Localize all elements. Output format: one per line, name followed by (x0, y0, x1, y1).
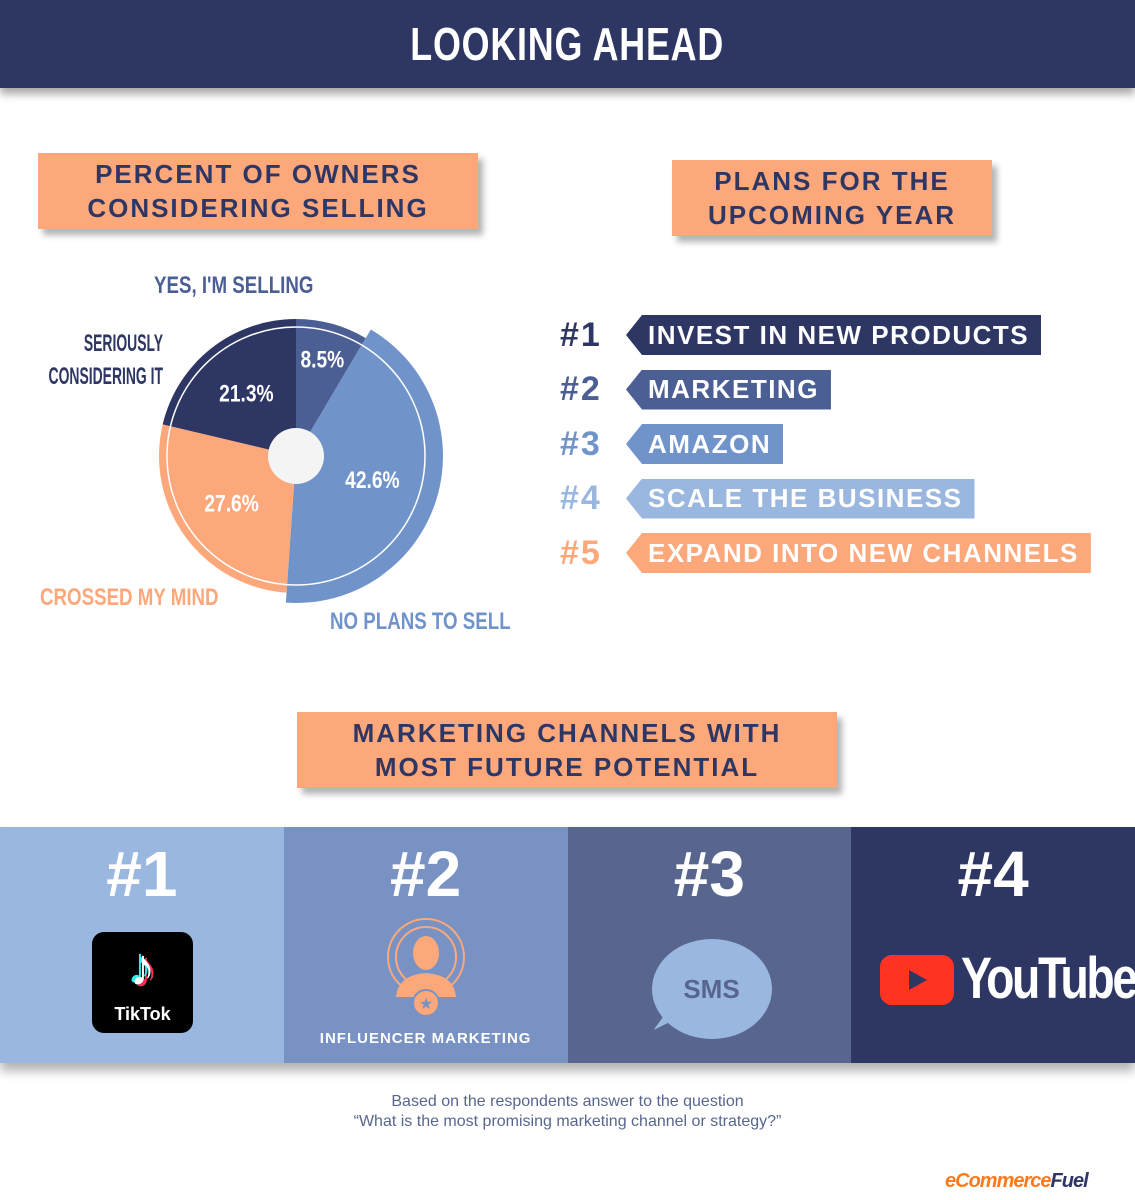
tiktok-label: TikTok (114, 1004, 171, 1024)
sms-label: SMS (683, 973, 740, 1004)
section-title-channels: MARKETING CHANNELS WITH MOST FUTURE POTE… (297, 712, 837, 788)
tiktok-note-icon: ♪ (129, 939, 156, 997)
header-bar: LOOKING AHEAD (0, 0, 1135, 88)
channel-rank: #1 (106, 838, 178, 910)
footnote: Based on the respondents answer to the q… (0, 1092, 1135, 1132)
pie-slice (159, 424, 296, 593)
channel-panel-influencer: #2 ★ INFLUENCER MARKETING (283, 827, 568, 1063)
plan-label: INVEST IN NEW PRODUCTS (626, 315, 1042, 355)
plan-item: #2 MARKETING (560, 369, 831, 410)
channel-rank: #2 (390, 838, 462, 910)
channels-panels: #1 ♪ TikTok #2 ★ INFLUENCER MARKETING #3… (0, 827, 1135, 1063)
plan-rank: #5 (560, 533, 602, 572)
channel-panel-sms: #3 SMS (567, 827, 852, 1063)
pie-center-hole (268, 428, 324, 484)
footnote-line-1: Based on the respondents answer to the q… (391, 1093, 744, 1110)
tiktok-logo-icon: ♪ TikTok (92, 932, 193, 1033)
logo-text-b: Fuel (1050, 1170, 1089, 1192)
pie-label-no-plans: NO PLANS TO SELL (330, 608, 511, 635)
influencer-icon: ★ (386, 918, 465, 1017)
plan-item: #5 EXPAND INTO NEW CHANNELS (560, 533, 1091, 573)
pie-data-label: 27.6% (204, 489, 258, 517)
youtube-logo-icon (880, 955, 955, 1005)
pie-inner-ring (166, 326, 426, 586)
channel-panel-tiktok: #1 ♪ TikTok (0, 827, 284, 1063)
plan-item: #1 INVEST IN NEW PRODUCTS (560, 315, 1042, 355)
youtube-play-icon (909, 970, 928, 990)
pie-slice (285, 329, 443, 603)
pie-data-label: 21.3% (219, 379, 273, 407)
plan-rank: #2 (560, 370, 602, 408)
channel-panel-youtube: #4 YouTube (851, 827, 1135, 1063)
plan-item: #4 SCALE THE BUSINESS (560, 478, 975, 519)
pie-chart: 8.5% 42.6% 27.6% 21.3% (159, 319, 443, 603)
plan-rank: #3 (560, 424, 602, 463)
section-title-owners-selling: PERCENT OF OWNERS CONSIDERING SELLING (38, 153, 478, 229)
pie-data-label: 8.5% (301, 345, 345, 373)
section-title-plans: PLANS FOR THE UPCOMING YEAR (672, 160, 992, 236)
ecommercefuel-logo: eCommerceFuel (945, 1170, 1089, 1193)
logo-text-a: eCommerce (945, 1170, 1052, 1192)
pie-slice (296, 319, 366, 456)
pie-label-crossed: CROSSED MY MIND (40, 584, 219, 611)
plan-label: EXPAND INTO NEW CHANNELS (626, 533, 1091, 573)
plan-label: SCALE THE BUSINESS (626, 478, 975, 519)
svg-text:★: ★ (419, 996, 433, 1013)
footnote-line-2: “What is the most promising marketing ch… (353, 1113, 782, 1130)
page-title: LOOKING AHEAD (410, 18, 725, 70)
plan-rank: #4 (560, 479, 602, 517)
plan-item: #3 AMAZON (560, 424, 784, 464)
pie-data-label: 42.6% (345, 466, 399, 494)
plan-rank: #1 (560, 315, 602, 354)
channel-rank: #3 (673, 838, 745, 910)
sms-bubble-icon: SMS (651, 939, 772, 1039)
plan-label: MARKETING (626, 369, 831, 410)
influencer-label: INFLUENCER MARKETING (319, 1030, 532, 1047)
pie-label-yes: YES, I'M SELLING (154, 272, 314, 299)
pie-label-seriously: SERIOUSLY CONSIDERING IT (48, 330, 163, 390)
plan-label: AMAZON (626, 424, 784, 464)
youtube-label: YouTube (961, 946, 1135, 1011)
pie-slice (162, 319, 296, 456)
channel-rank: #4 (957, 838, 1029, 910)
